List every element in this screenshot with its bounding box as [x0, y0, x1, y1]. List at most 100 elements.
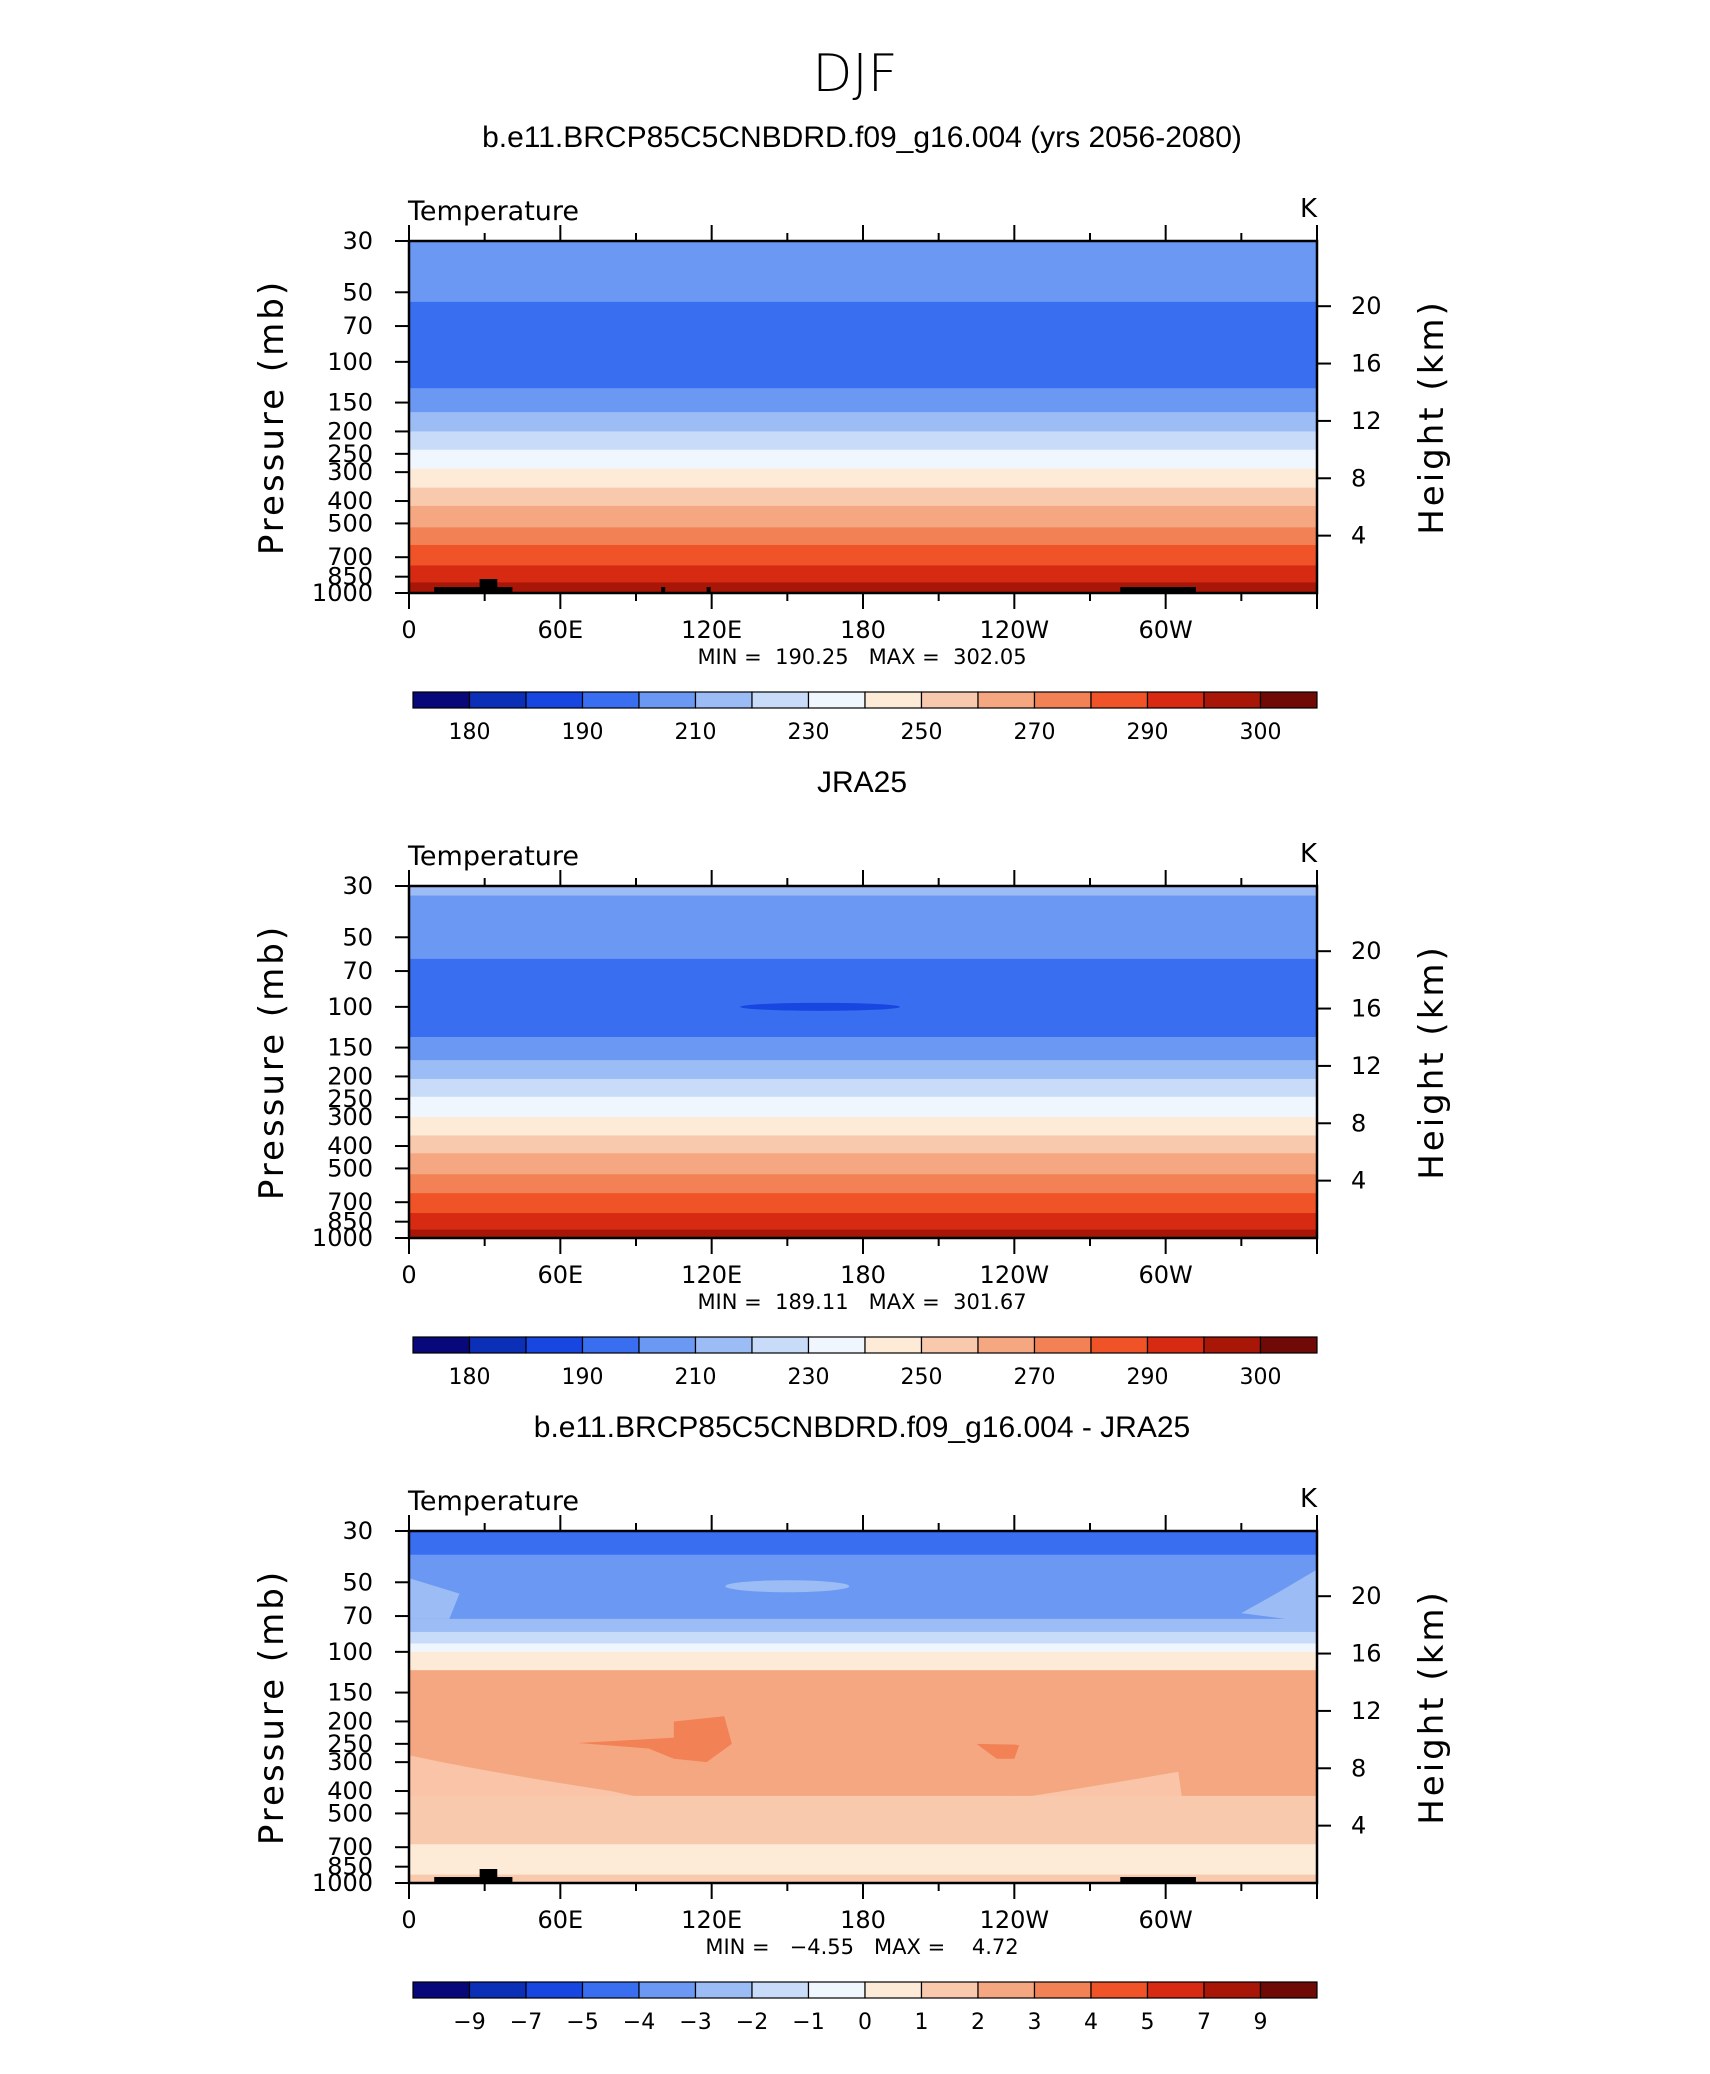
contour-region [409, 1847, 1317, 1868]
contour-band [409, 1651, 1317, 1671]
contour-band [409, 1060, 1317, 1080]
height-tick-label: 8 [1351, 1754, 1366, 1782]
colorbar-label: 4 [1084, 2010, 1098, 2035]
colorbar-label: 3 [1028, 2010, 1042, 2035]
colorbar-label: 5 [1141, 2010, 1155, 2035]
colorbar-label: 210 [675, 1365, 717, 1390]
colorbar-swatch [412, 691, 471, 709]
height-tick-label: 4 [1351, 1812, 1366, 1840]
y-tick-label: 250 [327, 1730, 373, 1758]
contour-band [409, 1603, 1317, 1620]
contour-field [409, 1531, 1317, 1883]
continent-mask [1120, 1877, 1196, 1883]
colorbar-label: −3 [679, 2010, 711, 2035]
height-tick-label: 12 [1351, 407, 1382, 435]
y-tick-label: 500 [327, 509, 373, 537]
contour-band [409, 1096, 1317, 1118]
y-tick-label: 50 [342, 923, 373, 951]
y-tick-label: 700 [327, 1188, 373, 1216]
continent-mask [706, 587, 711, 593]
contour-band [409, 1135, 1317, 1154]
y-axis-title-right: Height (km) [1412, 944, 1452, 1180]
colorbar-swatch [1033, 1981, 1092, 1999]
contour-region [409, 1578, 460, 1619]
colorbar-swatch [864, 691, 923, 709]
y-tick-label: 850 [327, 1208, 373, 1236]
colorbar-swatch [468, 691, 527, 709]
contour-band [409, 955, 1317, 960]
colorbar-swatch [581, 691, 640, 709]
y-tick-label: 70 [342, 1602, 373, 1630]
colorbar-label: 290 [1127, 1365, 1169, 1390]
colorbar-label: 270 [1014, 720, 1056, 745]
min-max-label: MIN = 189.11 MAX = 301.67 [697, 1290, 1026, 1314]
contour-band [409, 1874, 1317, 1883]
y-tick-label: 300 [327, 1103, 373, 1131]
height-tick-label: 4 [1351, 522, 1366, 550]
y-tick-label: 700 [327, 1833, 373, 1861]
colorbar-label: −2 [736, 2010, 768, 2035]
colorbar-swatch [751, 691, 810, 709]
contour-band [409, 1554, 1317, 1605]
colorbar-swatch [1259, 1336, 1318, 1354]
variable-label: Temperature [407, 841, 579, 872]
contour-region [1241, 1569, 1317, 1623]
y-tick-label: 400 [327, 1777, 373, 1805]
colorbar-label: 180 [449, 1365, 491, 1390]
colorbar-label: 190 [562, 1365, 604, 1390]
contour-band [409, 281, 1317, 303]
colorbar-label: 190 [562, 720, 604, 745]
colorbar-swatch [638, 1981, 697, 1999]
contour-region [409, 1755, 1186, 1839]
contour-field [409, 886, 1317, 1238]
y-tick-label: 100 [327, 348, 373, 376]
height-tick-label: 8 [1351, 464, 1366, 492]
y-tick-label: 50 [342, 278, 373, 306]
colorbar-swatch [694, 691, 753, 709]
colorbar-label: −9 [453, 2010, 485, 2035]
panel-3: b.e11.BRCP85C5CNBDRD.f09_g16.004 - JRA25… [252, 1411, 1452, 2035]
x-tick-label: 60E [537, 616, 583, 644]
colorbar-swatch [638, 691, 697, 709]
contour-region [577, 1716, 732, 1763]
x-tick-label: 180 [840, 616, 886, 644]
variable-label: Temperature [407, 1486, 579, 1517]
contour-band [409, 1036, 1317, 1061]
contour-band [409, 565, 1317, 584]
y-tick-label: 1000 [312, 1869, 373, 1897]
colorbar-label: −7 [510, 2010, 542, 2035]
y-axis-title-right: Height (km) [1412, 299, 1452, 535]
y-tick-label: 500 [327, 1799, 373, 1827]
contour-band [409, 412, 1317, 433]
y-tick-label: 300 [327, 1748, 373, 1776]
y-axis-title-right: Height (km) [1412, 1589, 1452, 1825]
colorbar-swatch [525, 1981, 584, 1999]
y-tick-label: 30 [342, 1517, 373, 1545]
contour-band [409, 1631, 1317, 1645]
colorbar-swatch [864, 1981, 923, 1999]
y-tick-label: 70 [342, 957, 373, 985]
panel-title: b.e11.BRCP85C5CNBDRD.f09_g16.004 - JRA25 [534, 1411, 1190, 1444]
y-tick-label: 500 [327, 1154, 373, 1182]
colorbar-swatch [807, 1336, 866, 1354]
x-tick-label: 180 [840, 1906, 886, 1934]
colorbar-swatch [1090, 691, 1149, 709]
height-tick-label: 20 [1351, 937, 1382, 965]
figure-title: DJF [812, 44, 897, 104]
x-tick-label: 120W [980, 616, 1050, 644]
colorbar-swatch [412, 1981, 471, 1999]
contour-band [409, 371, 1317, 389]
contour-band [409, 1193, 1317, 1214]
y-tick-label: 100 [327, 993, 373, 1021]
y-tick-label: 700 [327, 543, 373, 571]
contour-band [409, 487, 1317, 507]
y-tick-label: 30 [342, 227, 373, 255]
contour-region [1064, 1864, 1166, 1868]
min-max-label: MIN = 190.25 MAX = 302.05 [697, 645, 1026, 669]
contour-region [725, 1580, 850, 1593]
colorbar-swatch [581, 1981, 640, 1999]
colorbar-swatch [525, 1336, 584, 1354]
x-tick-label: 0 [401, 616, 416, 644]
y-tick-label: 50 [342, 1568, 373, 1596]
x-tick-label: 120E [681, 1906, 742, 1934]
